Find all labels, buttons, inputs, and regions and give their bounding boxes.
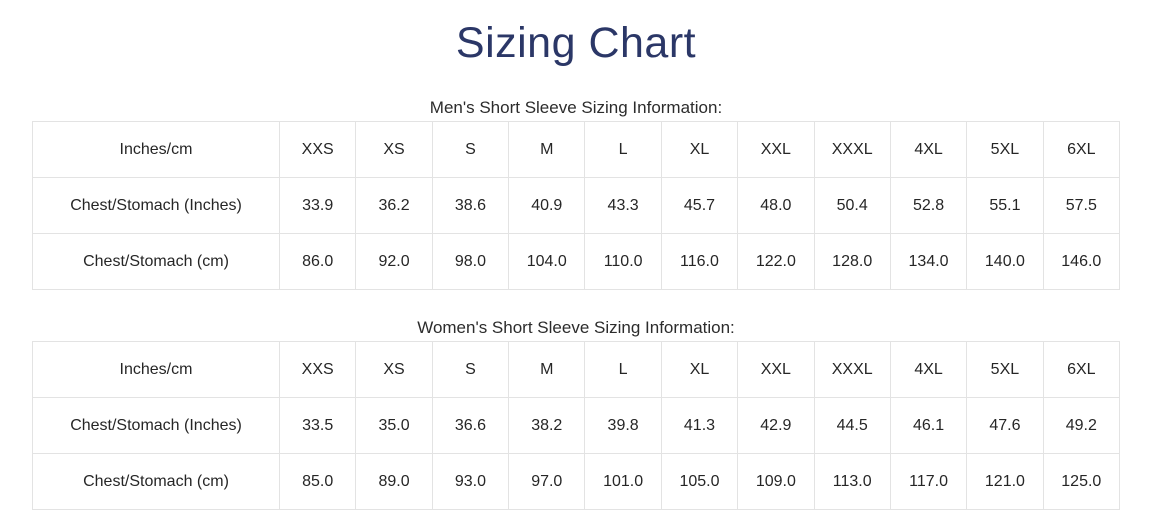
measurement-value-cell: 40.9 bbox=[508, 177, 586, 234]
size-header-cell: XL bbox=[660, 341, 739, 398]
measurement-value-cell: 49.2 bbox=[1042, 397, 1121, 454]
size-header-cell: XXS bbox=[278, 341, 357, 398]
measurement-value-cell: 48.0 bbox=[737, 177, 815, 234]
measurement-value-cell: 93.0 bbox=[431, 453, 510, 510]
measurement-value-cell: 97.0 bbox=[508, 453, 586, 510]
measurement-value-cell: 125.0 bbox=[1042, 453, 1121, 510]
measurement-value-cell: 38.2 bbox=[508, 397, 586, 454]
measurement-value-cell: 104.0 bbox=[508, 233, 586, 290]
measurement-value-cell: 43.3 bbox=[584, 177, 662, 234]
measurement-value-cell: 50.4 bbox=[813, 177, 891, 234]
size-header-cell: 6XL bbox=[1042, 121, 1121, 178]
size-header-cell: S bbox=[431, 341, 510, 398]
measurement-value-cell: 38.6 bbox=[431, 177, 510, 234]
womens-sizing-section: Women's Short Sleeve Sizing Information:… bbox=[0, 318, 1152, 510]
measurement-value-cell: 41.3 bbox=[660, 397, 739, 454]
measurement-value-cell: 52.8 bbox=[889, 177, 968, 234]
size-header-cell: XXL bbox=[737, 341, 815, 398]
size-header-cell: 4XL bbox=[889, 341, 968, 398]
size-header-cell: L bbox=[584, 121, 662, 178]
measurement-value-cell: 39.8 bbox=[584, 397, 662, 454]
size-header-cell: M bbox=[508, 341, 586, 398]
measurement-value-cell: 122.0 bbox=[737, 233, 815, 290]
measurement-value-cell: 44.5 bbox=[813, 397, 891, 454]
measurement-value-cell: 110.0 bbox=[584, 233, 662, 290]
size-header-cell: 6XL bbox=[1042, 341, 1121, 398]
size-header-cell: XXXL bbox=[813, 121, 891, 178]
measurement-value-cell: 33.9 bbox=[278, 177, 357, 234]
row-label-cell: Chest/Stomach (cm) bbox=[32, 453, 280, 510]
mens-sizing-section: Men's Short Sleeve Sizing Information: I… bbox=[0, 98, 1152, 290]
size-header-cell: XXXL bbox=[813, 341, 891, 398]
measurement-value-cell: 117.0 bbox=[889, 453, 968, 510]
measurement-value-cell: 105.0 bbox=[660, 453, 739, 510]
measurement-value-cell: 134.0 bbox=[889, 233, 968, 290]
size-header-cell: S bbox=[431, 121, 510, 178]
measurement-value-cell: 85.0 bbox=[278, 453, 357, 510]
row-label-cell: Chest/Stomach (Inches) bbox=[32, 397, 280, 454]
measurement-value-cell: 101.0 bbox=[584, 453, 662, 510]
measurement-value-cell: 46.1 bbox=[889, 397, 968, 454]
measurement-value-cell: 146.0 bbox=[1042, 233, 1121, 290]
row-label-cell: Chest/Stomach (cm) bbox=[32, 233, 280, 290]
units-header-cell: Inches/cm bbox=[32, 121, 280, 178]
measurement-value-cell: 92.0 bbox=[355, 233, 433, 290]
womens-sizing-table: Inches/cm XXS XS S M L XL XXL XXXL 4XL 5XL 6XL Chest… bbox=[32, 341, 1121, 510]
size-header-cell: M bbox=[508, 121, 586, 178]
size-header-cell: XL bbox=[660, 121, 739, 178]
measurement-value-cell: 140.0 bbox=[966, 233, 1044, 290]
measurement-value-cell: 33.5 bbox=[278, 397, 357, 454]
table-row: Chest/Stomach (Inches) 33.9 36.2 38.6 40.9 43… bbox=[32, 177, 1121, 234]
size-header-cell: 5XL bbox=[966, 341, 1044, 398]
measurement-value-cell: 57.5 bbox=[1042, 177, 1121, 234]
size-header-cell: 5XL bbox=[966, 121, 1044, 178]
table-header-row: Inches/cm XXS XS S M L XL XXL XXXL 4XL 5XL 6XL bbox=[32, 341, 1121, 398]
row-label-cell: Chest/Stomach (Inches) bbox=[32, 177, 280, 234]
page-title: Sizing Chart bbox=[455, 19, 697, 67]
measurement-value-cell: 55.1 bbox=[966, 177, 1044, 234]
measurement-value-cell: 116.0 bbox=[660, 233, 739, 290]
size-header-cell: XS bbox=[355, 121, 433, 178]
table-row: Chest/Stomach (Inches) 33.5 35.0 36.6 38.2 39… bbox=[32, 397, 1121, 454]
table-row: Chest/Stomach (cm) 86.0 92.0 98.0 104.0 110.0… bbox=[32, 233, 1121, 290]
table-header-row: Inches/cm XXS XS S M L XL XXL XXXL 4XL 5XL 6XL bbox=[32, 121, 1121, 178]
size-header-cell: L bbox=[584, 341, 662, 398]
measurement-value-cell: 36.2 bbox=[355, 177, 433, 234]
measurement-value-cell: 109.0 bbox=[737, 453, 815, 510]
measurement-value-cell: 36.6 bbox=[431, 397, 510, 454]
size-header-cell: 4XL bbox=[889, 121, 968, 178]
measurement-value-cell: 98.0 bbox=[431, 233, 510, 290]
measurement-value-cell: 89.0 bbox=[355, 453, 433, 510]
mens-sizing-table: Inches/cm XXS XS S M L XL XXL XXXL 4XL 5XL 6XL Chest… bbox=[32, 121, 1121, 290]
size-header-cell: XS bbox=[355, 341, 433, 398]
measurement-value-cell: 128.0 bbox=[813, 233, 891, 290]
size-header-cell: XXS bbox=[278, 121, 357, 178]
measurement-value-cell: 113.0 bbox=[813, 453, 891, 510]
sizing-chart-page: Sizing Chart Men's Short Sleeve Sizing I… bbox=[0, 16, 1152, 510]
units-header-cell: Inches/cm bbox=[32, 341, 280, 398]
measurement-value-cell: 121.0 bbox=[966, 453, 1044, 510]
measurement-value-cell: 45.7 bbox=[660, 177, 739, 234]
size-header-cell: XXL bbox=[737, 121, 815, 178]
measurement-value-cell: 47.6 bbox=[966, 397, 1044, 454]
measurement-value-cell: 35.0 bbox=[355, 397, 433, 454]
table-row: Chest/Stomach (cm) 85.0 89.0 93.0 97.0 101.0 1… bbox=[32, 453, 1121, 510]
mens-table-heading: Men's Short Sleeve Sizing Information: bbox=[429, 98, 723, 117]
measurement-value-cell: 42.9 bbox=[737, 397, 815, 454]
measurement-value-cell: 86.0 bbox=[278, 233, 357, 290]
womens-table-heading: Women's Short Sleeve Sizing Information: bbox=[417, 318, 735, 337]
